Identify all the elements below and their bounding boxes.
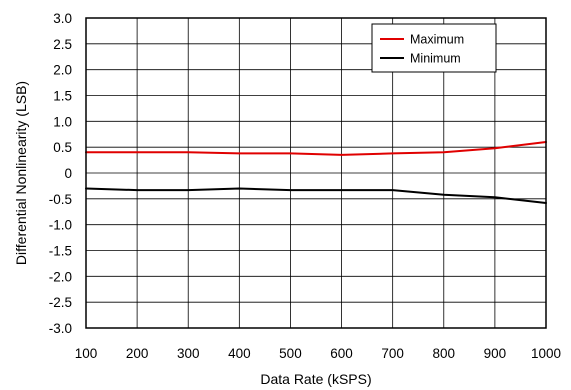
x-tick-label: 300 [177,346,200,361]
x-tick-label: 200 [126,346,149,361]
x-axis-tick-labels: 100 200 300 400 500 600 700 800 900 1000 [75,346,561,361]
legend: Maximum Minimum [371,23,497,73]
y-tick-label: 0.5 [53,140,72,155]
legend-label-maximum: Maximum [410,33,464,47]
y-tick-label: 2.5 [53,37,72,52]
series-line-minimum [85,187,547,204]
series-line-maximum [85,141,547,156]
y-tick-label: -0.5 [49,192,72,207]
y-tick-label: -1.0 [49,218,72,233]
y-tick-label: -2.5 [49,295,72,310]
x-tick-label: 100 [75,346,98,361]
y-tick-label: 1.5 [53,89,72,104]
y-tick-label: 0 [64,166,72,181]
series-lines [85,141,547,204]
x-tick-label: 400 [228,346,251,361]
x-tick-label: 1000 [531,346,561,361]
y-tick-label: 2.0 [53,63,72,78]
y-tick-label: -1.5 [49,244,72,259]
x-tick-label: 900 [484,346,507,361]
x-tick-label: 500 [279,346,302,361]
x-tick-label: 800 [433,346,456,361]
legend-label-minimum: Minimum [410,52,461,66]
plot-frame [85,17,547,329]
x-axis-title: Data Rate (kSPS) [260,371,371,387]
y-tick-label: -2.0 [49,269,72,284]
legend-box [371,23,497,73]
y-axis-title: Differential Nonlinearity (LSB) [13,81,29,265]
y-tick-label: -3.0 [49,321,72,336]
y-tick-label: 1.0 [53,114,72,129]
x-tick-label: 700 [381,346,404,361]
y-tick-label: 3.0 [53,11,72,26]
x-tick-label: 600 [330,346,353,361]
y-axis-tick-labels: 3.0 2.5 2.0 1.5 1.0 0.5 0 -0.5 -1.0 -1.5 -2.0 -2.5 -… [49,11,72,336]
